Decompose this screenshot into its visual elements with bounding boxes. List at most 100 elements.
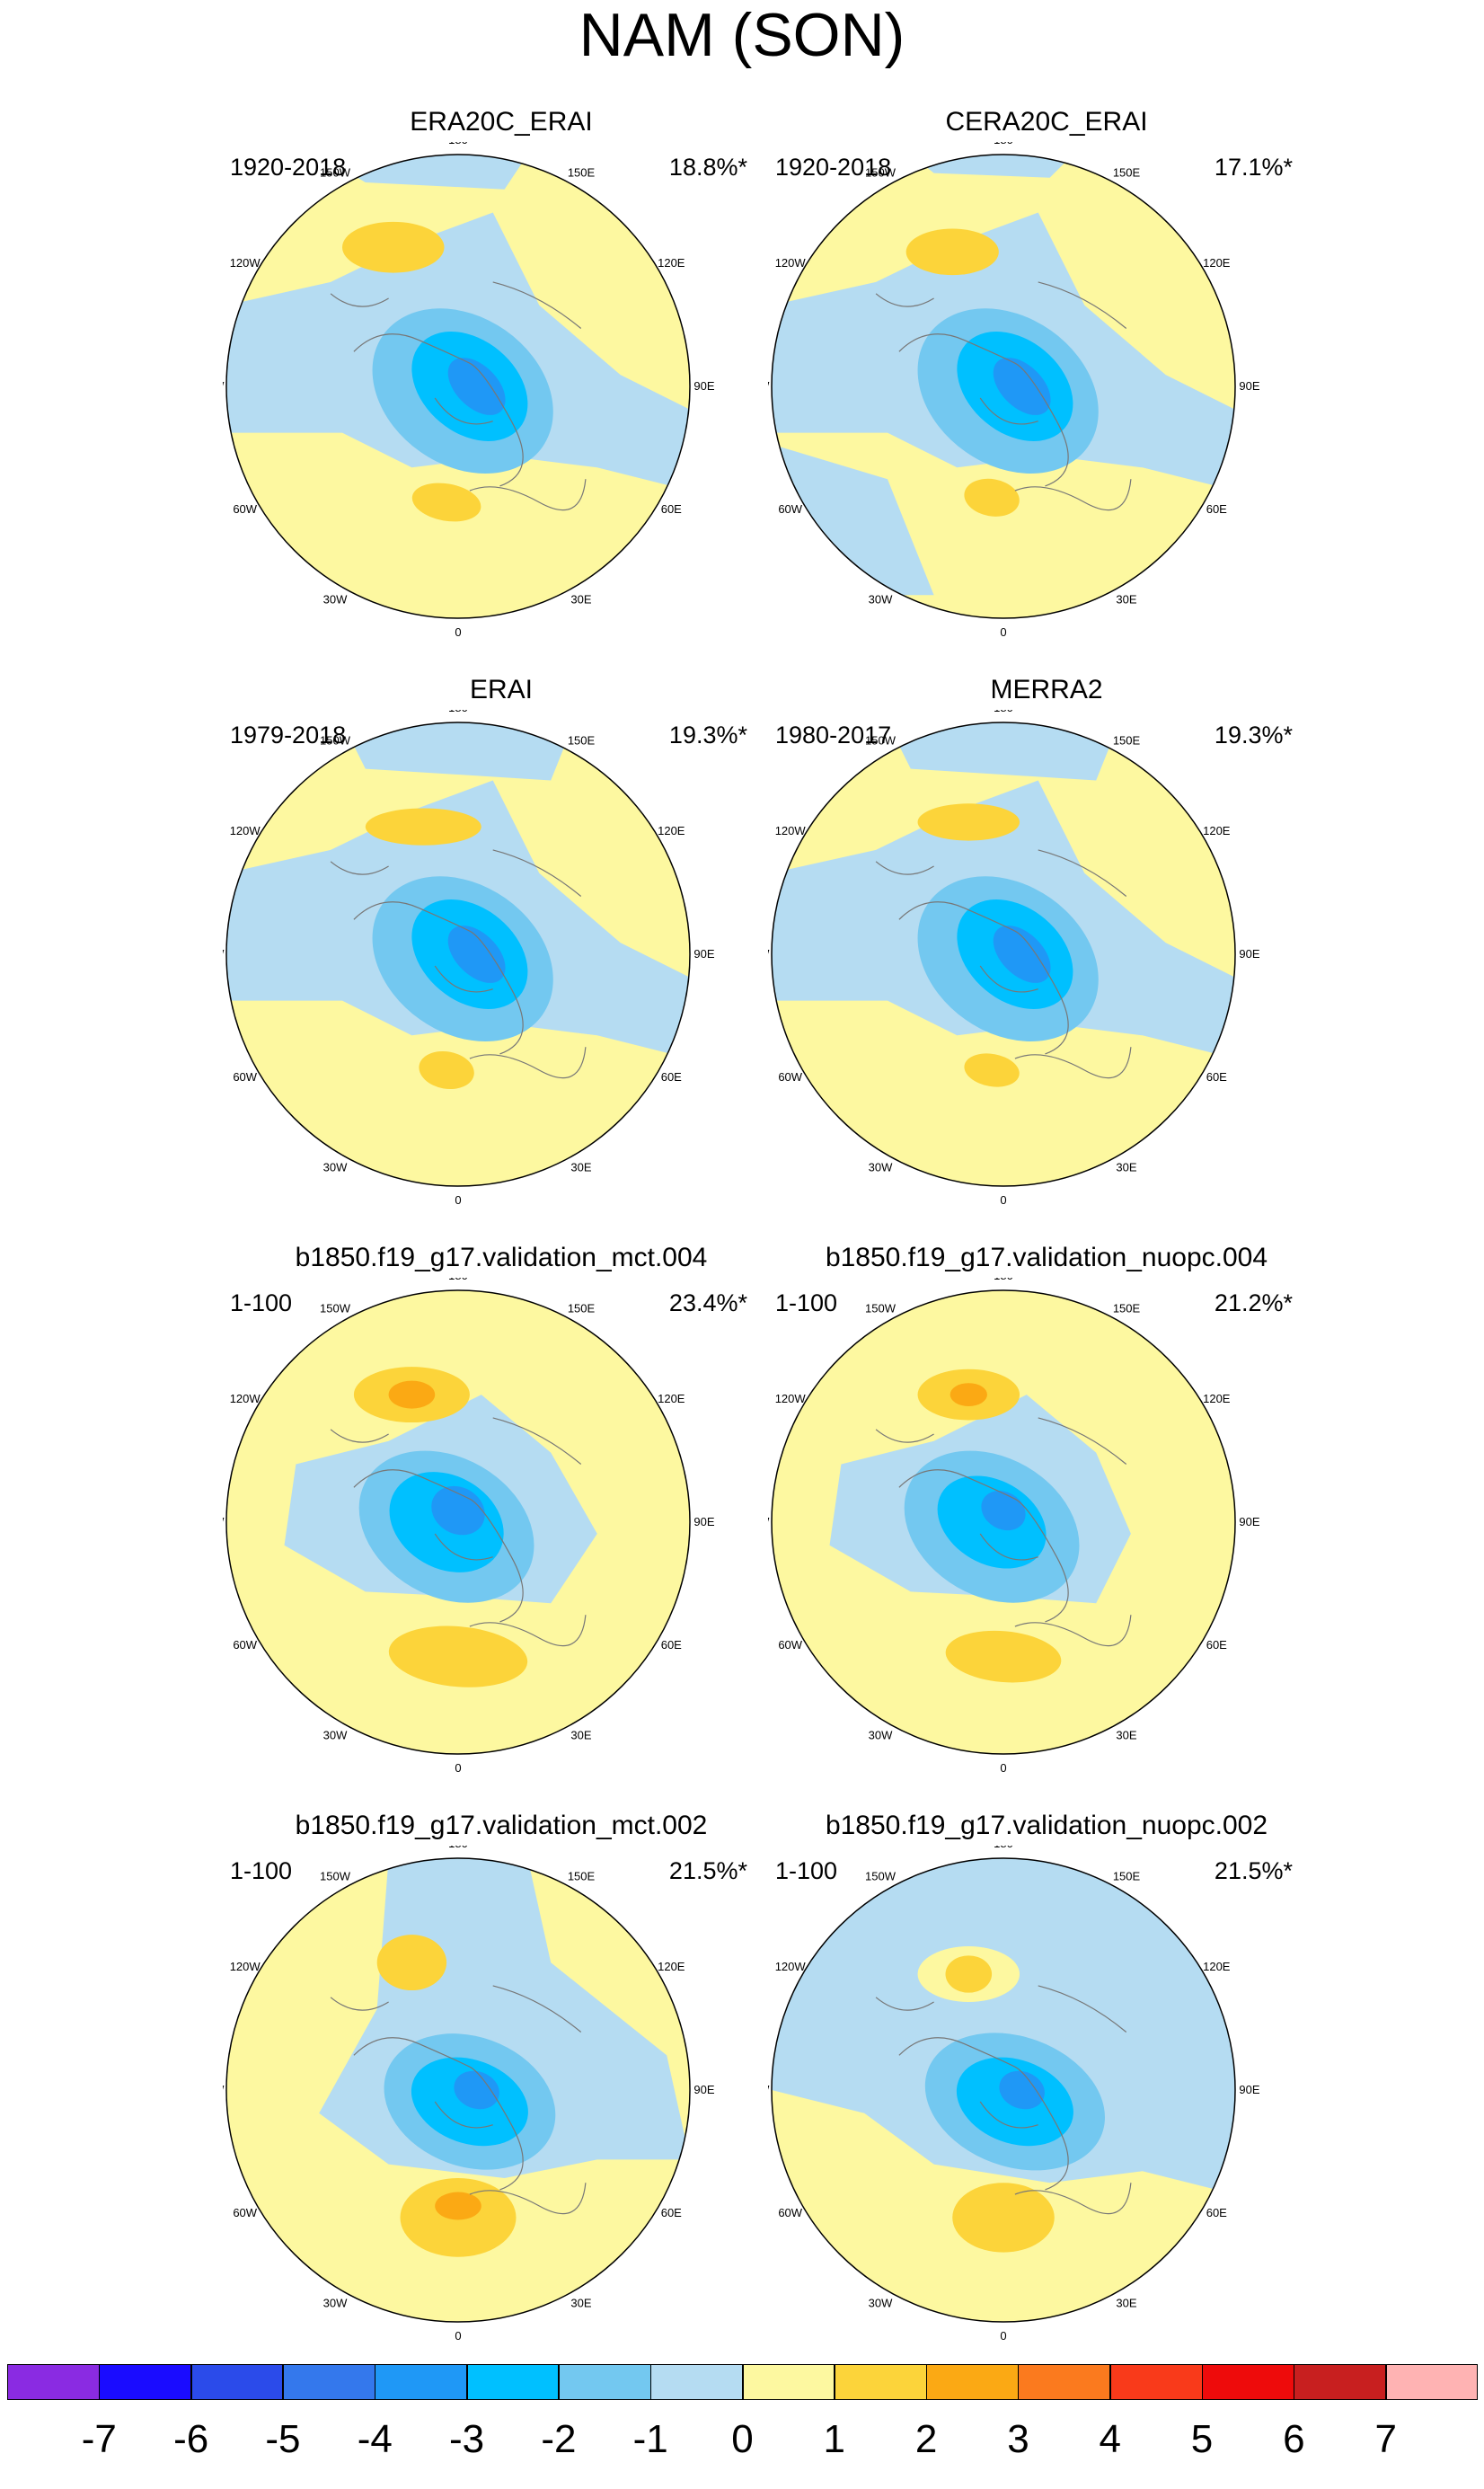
longitude-label: 0	[455, 625, 461, 639]
panel-title: ERAI	[469, 675, 534, 704]
map-panel: b1850.f19_g17.validation_mct.004 1-100 2…	[223, 1242, 780, 1808]
longitude-label: 60W	[233, 502, 257, 516]
anomaly-field	[772, 1290, 1235, 1754]
contour-region	[945, 1630, 1062, 1683]
coastline	[330, 1417, 587, 1647]
colorbar-tick-label: -7	[81, 2417, 117, 2461]
longitude-label: 30E	[1116, 1160, 1136, 1174]
map-panel: ERAI 1979-2018 19.3%* 180 150E 120E 90E 60E 3…	[223, 674, 780, 1240]
contour-region	[431, 1485, 485, 1536]
longitude-label: 60E	[1206, 1070, 1227, 1084]
coastline	[875, 1985, 1132, 2215]
longitude-label: 120E	[658, 1392, 685, 1405]
longitude-label: 90W	[223, 1515, 225, 1528]
polar-map: 180 150E 120E 90E 60E 30E 0 30W 60W 90W 120W 150W	[223, 1846, 715, 2343]
panel-variance: 21.5%*	[668, 1857, 747, 1884]
longitude-label: 180	[994, 1278, 1013, 1282]
longitude-label: 60W	[778, 2206, 802, 2219]
colorbar-tick-label: 7	[1374, 2417, 1397, 2461]
longitude-label: 90E	[1239, 379, 1259, 393]
longitude-label: 0	[1000, 625, 1006, 639]
colorbar-tick-label: -4	[357, 2417, 393, 2461]
longitude-label: 120W	[775, 256, 807, 270]
map-boundary	[225, 722, 691, 1187]
contour-region	[952, 2183, 1055, 2253]
longitude-label: 180	[448, 1278, 468, 1282]
longitude-label: 60E	[661, 1638, 682, 1652]
colorbar-swatch	[1294, 2364, 1387, 2400]
contour-region	[888, 722, 1119, 781]
coastline	[875, 281, 1132, 511]
map-panel: MERRA2 1980-2017 19.3%* 180 150E 120E 90E 60…	[768, 674, 1325, 1240]
coastline	[875, 849, 1132, 1079]
longitude-label: 90E	[693, 947, 714, 961]
contour-region	[964, 478, 1020, 517]
longitude-label: 30E	[1116, 1728, 1136, 1741]
longitude-label: 120W	[230, 1960, 261, 1973]
contour-region	[388, 1380, 436, 1409]
contour-region	[917, 803, 1020, 841]
contour-region	[945, 1955, 993, 1993]
colorbar-swatch	[190, 2364, 284, 2400]
coastline	[875, 1417, 1132, 1647]
longitude-label: 30E	[1116, 592, 1136, 606]
map-boundary	[225, 1857, 691, 2323]
panel-variance: 19.3%*	[668, 722, 747, 748]
map-boundary	[225, 1289, 691, 1755]
longitude-label: 30W	[323, 1728, 348, 1741]
colorbar-swatch	[7, 2364, 100, 2400]
colorbar-swatch	[466, 2364, 560, 2400]
panel-title: b1850.f19_g17.validation_mct.004	[295, 1243, 708, 1272]
longitude-label: 60E	[661, 502, 682, 516]
polar-map: 180 150E 120E 90E 60E 30E 0 30W 60W 90W 120W 150W	[768, 1846, 1260, 2343]
longitude-label: 120E	[1203, 824, 1231, 837]
colorbar-swatch	[1202, 2364, 1294, 2400]
longitude-label: 150E	[1113, 1870, 1141, 1883]
longitude-label: 0	[455, 2329, 461, 2343]
colorbar-tick-label: 1	[823, 2417, 846, 2461]
longitude-label: 60W	[778, 502, 802, 516]
contour-region	[905, 228, 999, 276]
contour-region	[454, 2070, 499, 2110]
longitude-label: 180	[994, 710, 1013, 714]
longitude-label: 90W	[768, 2083, 770, 2096]
panel-variance: 21.5%*	[1214, 1857, 1293, 1884]
anomaly-field	[772, 722, 1235, 1186]
map-panel: ERA20C_ERAI 1920-2018 18.8%* 180 150E 120E…	[223, 106, 780, 672]
longitude-label: 60W	[233, 1070, 257, 1084]
longitude-label: 120E	[1203, 256, 1231, 270]
colorbar-swatch	[834, 2364, 927, 2400]
longitude-label: 30W	[323, 1160, 348, 1174]
longitude-label: 90E	[693, 2083, 714, 2096]
contour-region	[376, 1935, 447, 1991]
panel-period: 1979-2018	[230, 722, 347, 748]
colorbar	[7, 2364, 1479, 2400]
panel-period: 1-100	[775, 1857, 838, 1884]
colorbar-tick-label: 2	[914, 2417, 938, 2461]
longitude-label: 60E	[1206, 2206, 1227, 2219]
longitude-label: 180	[994, 1846, 1013, 1850]
contour-region	[447, 926, 506, 983]
contour-region	[981, 1491, 1026, 1531]
panel-variance: 18.8%*	[668, 154, 747, 181]
panel-variance: 21.2%*	[1214, 1289, 1293, 1316]
longitude-label: 30E	[570, 592, 591, 606]
polar-map: 180 150E 120E 90E 60E 30E 0 30W 60W 90W 120W 150W	[768, 710, 1260, 1207]
longitude-label: 150W	[865, 734, 897, 748]
polar-map: 180 150E 120E 90E 60E 30E 0 30W 60W 90W 120W 150W	[768, 1278, 1260, 1775]
longitude-label: 120W	[230, 1392, 261, 1405]
longitude-label: 180	[994, 142, 1013, 146]
contour-region	[342, 221, 445, 273]
panel-period: 1920-2018	[230, 154, 347, 181]
longitude-label: 30W	[869, 1160, 893, 1174]
longitude-label: 30E	[570, 1160, 591, 1174]
colorbar-swatch	[650, 2364, 743, 2400]
contour-region	[993, 926, 1051, 983]
colorbar-swatch	[926, 2364, 1019, 2400]
longitude-label: 120E	[1203, 1960, 1231, 1973]
map-panel: b1850.f19_g17.validation_nuopc.004 1-100…	[768, 1242, 1325, 1808]
colorbar-tick-label: 5	[1190, 2417, 1214, 2461]
longitude-label: 120W	[775, 1960, 807, 1973]
panel-period: 1-100	[775, 1289, 838, 1316]
longitude-label: 60E	[1206, 1638, 1227, 1652]
